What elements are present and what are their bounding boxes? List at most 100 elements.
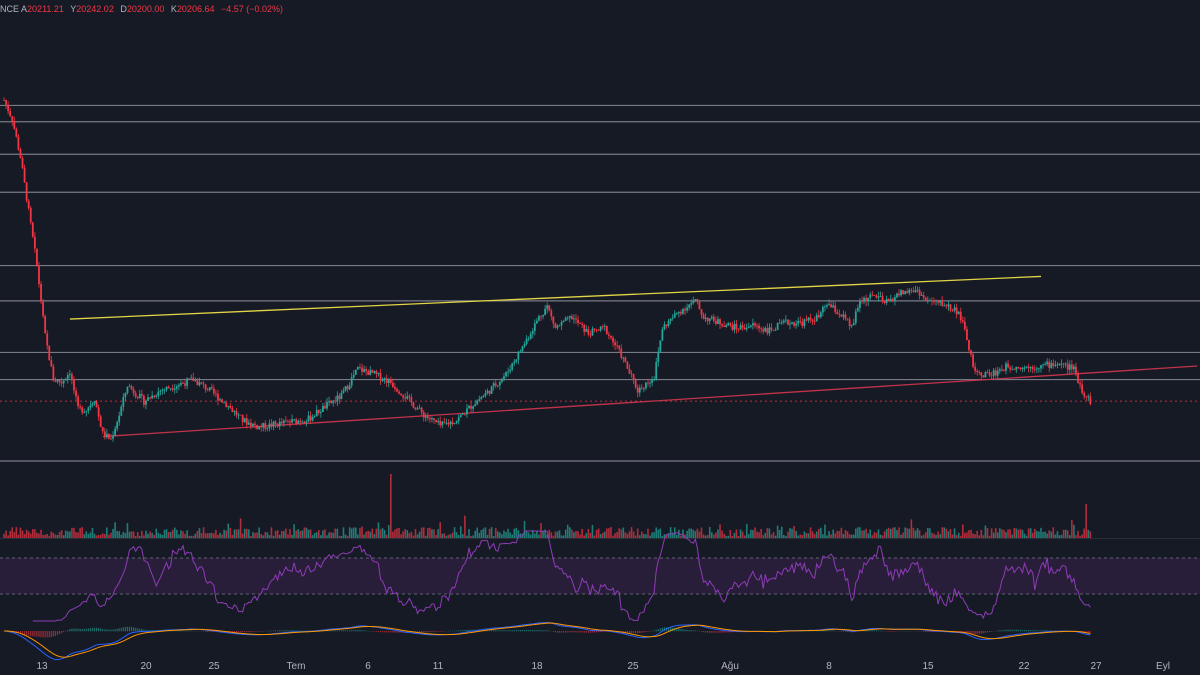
volume-bar xyxy=(760,528,762,538)
volume-bar xyxy=(108,534,110,538)
volume-bar xyxy=(130,531,133,538)
volume-bar xyxy=(811,531,814,538)
volume-bar xyxy=(494,528,497,538)
volume-bar xyxy=(192,535,195,538)
macd-histogram-bar xyxy=(532,630,534,632)
volume-bar xyxy=(933,533,935,538)
macd-histogram-bar xyxy=(974,631,976,634)
volume-bar xyxy=(558,530,561,538)
candle-body xyxy=(1040,365,1042,369)
macd-histogram-bar xyxy=(877,630,880,632)
macd-histogram-bar xyxy=(604,631,606,632)
volume-bar xyxy=(684,534,686,538)
candle-body xyxy=(692,300,695,304)
candle-body xyxy=(704,317,707,319)
volume-bar xyxy=(1021,529,1024,538)
volume-bar xyxy=(101,533,104,538)
candle-body xyxy=(805,319,808,321)
macd-histogram-bar xyxy=(347,630,349,632)
macd-histogram-bar xyxy=(655,629,657,632)
candle-body xyxy=(887,298,890,301)
macd-histogram-bar xyxy=(433,631,435,632)
candle-body xyxy=(756,325,758,327)
volume-bar xyxy=(996,532,999,538)
volume-bar xyxy=(355,527,357,538)
candle-body xyxy=(577,319,579,324)
candle-body xyxy=(15,128,18,137)
candle-body xyxy=(426,416,429,419)
volume-bar xyxy=(186,530,188,538)
candle-body xyxy=(811,319,814,322)
macd-histogram-bar xyxy=(67,629,69,632)
volume-bar xyxy=(350,528,353,538)
volume-bar xyxy=(114,522,116,538)
volume-bar xyxy=(836,530,839,538)
volume-bar xyxy=(367,530,369,538)
macd-histogram-bar xyxy=(593,631,596,633)
macd-histogram-bar xyxy=(707,631,709,633)
volume-bar xyxy=(250,535,252,538)
macd-histogram-bar xyxy=(670,627,672,632)
upper-trendline xyxy=(69,275,1042,320)
candle-body xyxy=(776,323,779,330)
macd-histogram-bar xyxy=(192,630,194,632)
candle-body xyxy=(70,374,73,380)
candle-body xyxy=(494,383,497,386)
volume-bar xyxy=(23,533,26,538)
macd-histogram-bar xyxy=(392,631,394,633)
volume-bar xyxy=(682,529,684,538)
candle-body xyxy=(237,414,240,416)
candle-body xyxy=(1025,366,1028,368)
candle-body xyxy=(799,320,802,322)
volume-bar xyxy=(657,529,660,538)
volume-bar xyxy=(217,534,219,538)
volume-bar xyxy=(848,534,851,538)
candle-body xyxy=(443,421,446,423)
candle-body xyxy=(299,420,302,423)
macd-histogram-bar xyxy=(87,628,89,632)
macd-histogram-bar xyxy=(36,631,38,637)
candle-body xyxy=(93,401,96,404)
candle-body xyxy=(375,371,378,374)
volume-bar xyxy=(136,532,139,538)
macd-histogram-bar xyxy=(149,630,151,632)
macd-histogram-bar xyxy=(925,631,927,632)
volume-bar xyxy=(778,530,781,538)
candle-body xyxy=(865,298,867,302)
macd-histogram-bar xyxy=(982,631,984,634)
candle-body xyxy=(554,323,557,328)
volume-bar xyxy=(38,533,40,538)
volume-bar xyxy=(488,528,491,538)
volume-bar xyxy=(776,525,779,538)
macd-histogram-bar xyxy=(1050,630,1052,632)
macd-histogram-bar xyxy=(126,626,129,632)
volume-bar xyxy=(262,535,265,538)
macd-histogram-bar xyxy=(727,631,729,633)
candle-body xyxy=(132,389,135,394)
volume-bar xyxy=(317,530,320,538)
candle-body xyxy=(77,396,79,407)
volume-bar xyxy=(474,530,476,538)
macd-histogram-bar xyxy=(630,631,633,634)
volume-bar xyxy=(433,529,435,538)
macd-histogram-bar xyxy=(1017,629,1019,632)
volume-bar xyxy=(795,530,797,538)
candle-body xyxy=(603,325,606,327)
macd-histogram-bar xyxy=(330,630,332,632)
volume-bar xyxy=(896,530,898,538)
candle-body xyxy=(922,295,925,298)
candle-body xyxy=(99,416,102,427)
candle-body xyxy=(1077,374,1079,383)
candle-body xyxy=(118,415,121,423)
macd-histogram-bar xyxy=(809,630,812,632)
macd-histogram-bar xyxy=(95,627,98,632)
candle-body xyxy=(727,323,730,326)
macd-histogram-bar xyxy=(449,630,452,632)
candle-body xyxy=(970,350,972,355)
macd-histogram-bar xyxy=(1040,630,1042,632)
candle-body xyxy=(758,325,761,329)
candle-body xyxy=(780,322,783,324)
volume-bar xyxy=(523,520,526,538)
candle-body xyxy=(270,423,273,427)
